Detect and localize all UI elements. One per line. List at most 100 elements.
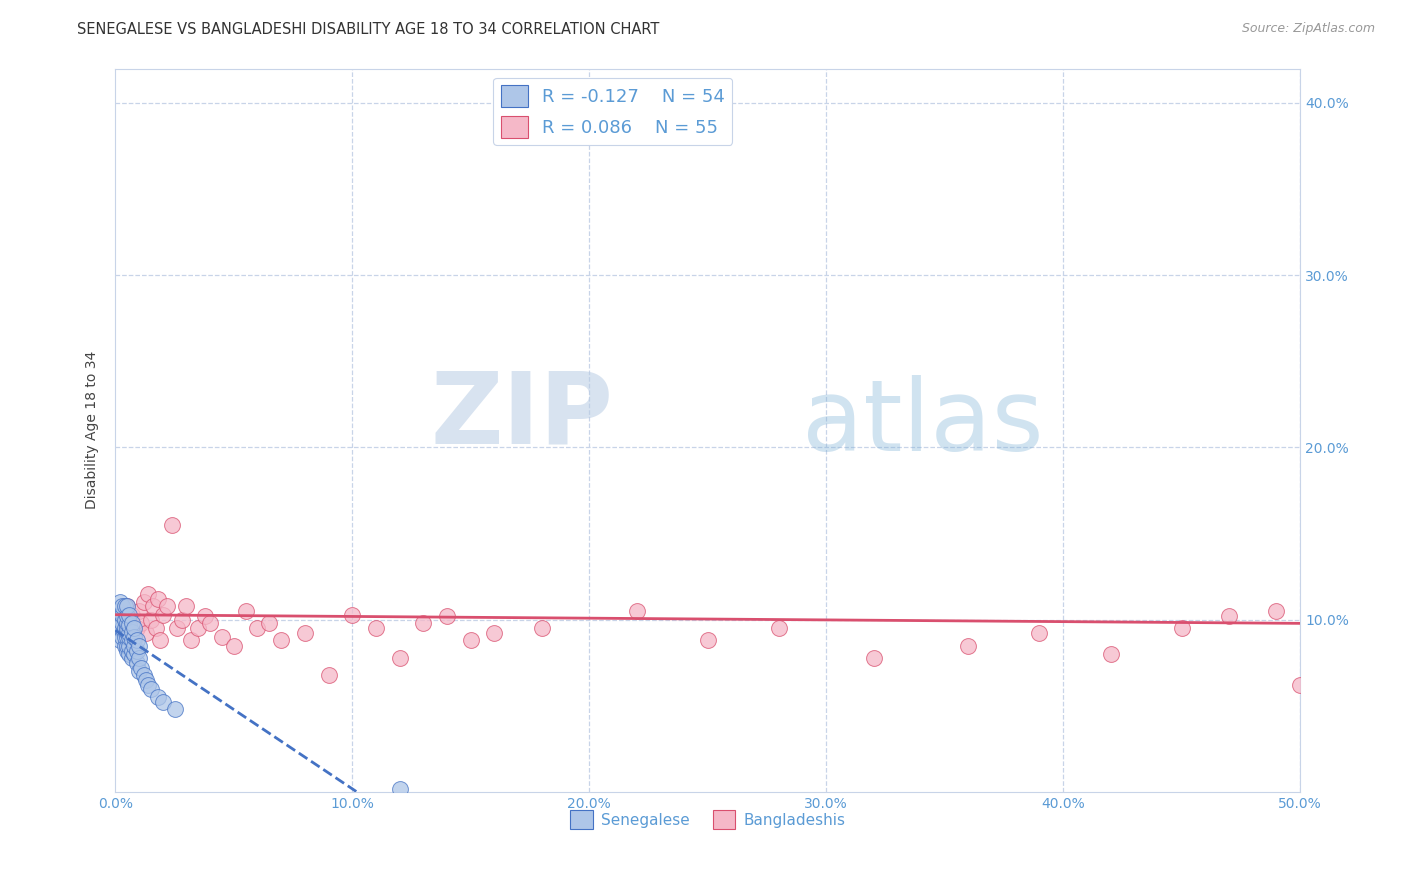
Point — [146, 690, 169, 705]
Point — [222, 639, 245, 653]
Point — [121, 644, 143, 658]
Point — [862, 650, 884, 665]
Point — [149, 633, 172, 648]
Point — [111, 607, 134, 622]
Point — [114, 599, 136, 613]
Point — [118, 626, 141, 640]
Point — [768, 621, 790, 635]
Point — [118, 607, 141, 622]
Point — [108, 621, 131, 635]
Point — [125, 644, 148, 658]
Point — [246, 621, 269, 635]
Point — [696, 633, 718, 648]
Point — [259, 616, 281, 631]
Point — [160, 518, 183, 533]
Point — [1028, 626, 1050, 640]
Point — [1170, 621, 1192, 635]
Point — [121, 624, 143, 639]
Point — [578, 130, 600, 145]
Point — [166, 621, 188, 635]
Point — [118, 630, 141, 644]
Point — [115, 599, 138, 613]
Point — [125, 621, 148, 635]
Point — [118, 647, 141, 661]
Point — [122, 639, 145, 653]
Point — [342, 607, 364, 622]
Text: SENEGALESE VS BANGLADESHI DISABILITY AGE 18 TO 34 CORRELATION CHART: SENEGALESE VS BANGLADESHI DISABILITY AGE… — [77, 22, 659, 37]
Point — [142, 599, 165, 613]
Point — [145, 621, 167, 635]
Point — [114, 630, 136, 644]
Point — [211, 630, 233, 644]
Point — [1099, 647, 1122, 661]
Point — [530, 621, 553, 635]
Text: ZIP: ZIP — [430, 368, 613, 464]
Point — [163, 702, 186, 716]
Point — [115, 624, 138, 639]
Point — [128, 650, 150, 665]
Point — [115, 599, 138, 613]
Point — [135, 673, 157, 687]
Point — [121, 607, 143, 622]
Point — [235, 604, 257, 618]
Point — [125, 633, 148, 648]
Point — [114, 621, 136, 635]
Text: atlas: atlas — [803, 375, 1045, 472]
Point — [131, 661, 153, 675]
Point — [122, 630, 145, 644]
Point — [128, 639, 150, 653]
Point — [122, 621, 145, 635]
Point — [131, 616, 153, 631]
Point — [170, 613, 193, 627]
Point — [115, 644, 138, 658]
Point — [957, 639, 980, 653]
Point — [121, 650, 143, 665]
Point — [115, 621, 138, 635]
Point — [198, 616, 221, 631]
Point — [111, 616, 134, 631]
Point — [125, 656, 148, 670]
Point — [108, 595, 131, 609]
Point — [484, 626, 506, 640]
Point — [180, 633, 202, 648]
Point — [388, 650, 411, 665]
Point — [132, 668, 155, 682]
Point — [122, 633, 145, 648]
Point — [107, 621, 129, 635]
Point — [139, 613, 162, 627]
Point — [111, 630, 134, 644]
Point — [294, 626, 316, 640]
Point — [146, 592, 169, 607]
Point — [176, 599, 198, 613]
Point — [138, 678, 160, 692]
Point — [122, 647, 145, 661]
Point — [108, 613, 131, 627]
Point — [318, 668, 340, 682]
Point — [1265, 604, 1288, 618]
Point — [460, 633, 482, 648]
Point — [118, 639, 141, 653]
Point — [114, 639, 136, 653]
Point — [138, 587, 160, 601]
Point — [1289, 678, 1312, 692]
Point — [114, 613, 136, 627]
Point — [121, 616, 143, 631]
Point — [187, 621, 209, 635]
Point — [364, 621, 387, 635]
Point — [128, 604, 150, 618]
Y-axis label: Disability Age 18 to 34: Disability Age 18 to 34 — [86, 351, 100, 509]
Point — [1218, 609, 1240, 624]
Point — [156, 599, 179, 613]
Point — [111, 621, 134, 635]
Point — [152, 695, 174, 709]
Point — [135, 626, 157, 640]
Point — [118, 626, 141, 640]
Point — [114, 613, 136, 627]
Point — [412, 616, 434, 631]
Point — [139, 681, 162, 696]
Point — [108, 621, 131, 635]
Legend: Senegalese, Bangladeshis: Senegalese, Bangladeshis — [564, 804, 851, 835]
Point — [107, 604, 129, 618]
Point — [132, 595, 155, 609]
Point — [115, 616, 138, 631]
